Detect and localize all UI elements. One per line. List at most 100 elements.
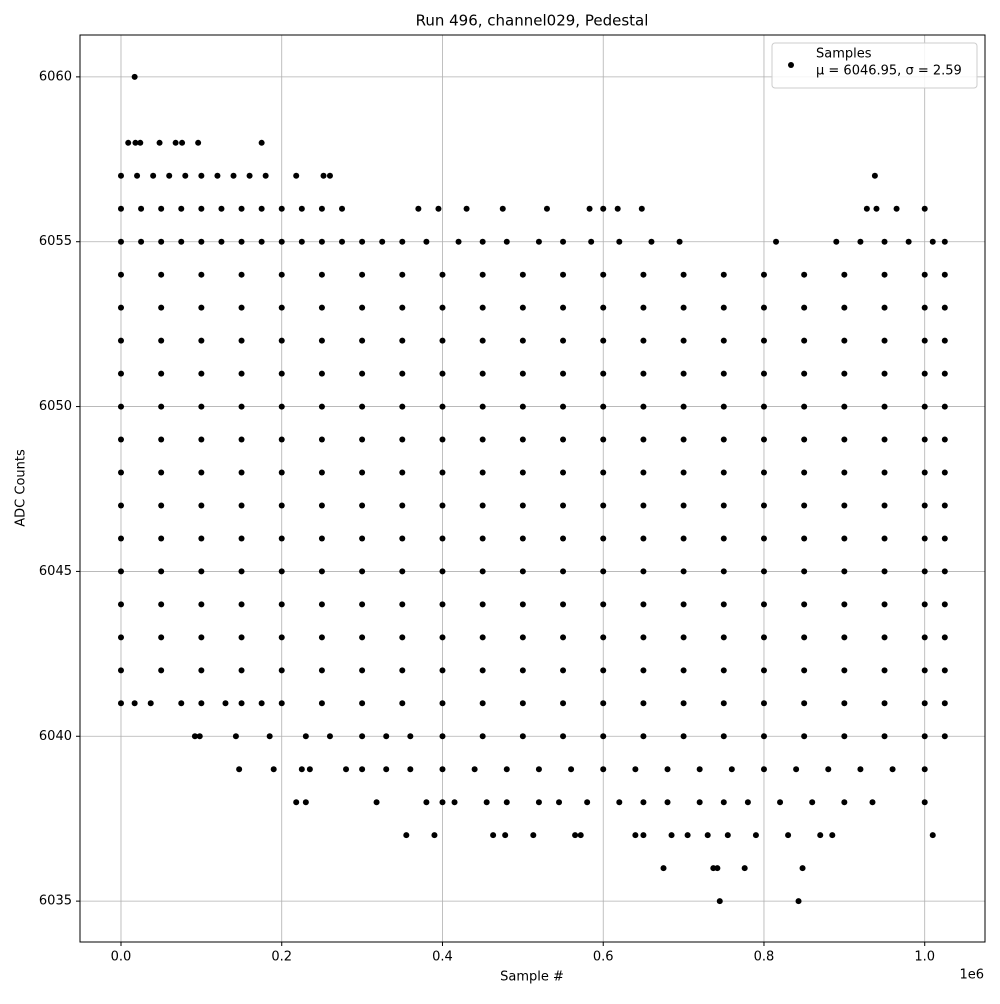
point xyxy=(379,238,386,245)
point xyxy=(921,799,928,806)
point xyxy=(359,733,366,740)
point xyxy=(117,403,124,410)
point xyxy=(760,733,767,740)
point xyxy=(560,469,567,476)
point xyxy=(479,238,486,245)
point xyxy=(760,436,767,443)
point xyxy=(318,205,325,212)
point xyxy=(439,799,446,806)
point xyxy=(760,667,767,674)
point xyxy=(720,535,727,542)
point xyxy=(600,535,607,542)
point xyxy=(893,205,900,212)
point xyxy=(339,205,346,212)
point xyxy=(479,436,486,443)
point xyxy=(760,601,767,608)
point xyxy=(720,337,727,344)
x-tick-label: 0.0 xyxy=(111,950,132,965)
point xyxy=(117,502,124,509)
point xyxy=(479,337,486,344)
point xyxy=(320,172,327,179)
point xyxy=(399,634,406,641)
point xyxy=(600,436,607,443)
point xyxy=(238,304,245,311)
point xyxy=(801,535,808,542)
point xyxy=(198,304,205,311)
x-tick-label: 0.6 xyxy=(593,950,614,965)
point xyxy=(158,601,165,608)
point xyxy=(196,733,203,740)
point xyxy=(439,601,446,608)
point xyxy=(640,733,647,740)
point xyxy=(680,370,687,377)
point xyxy=(158,535,165,542)
point xyxy=(293,799,300,806)
point xyxy=(801,403,808,410)
y-tick-label: 6040 xyxy=(39,729,72,744)
point xyxy=(535,766,542,773)
point xyxy=(600,667,607,674)
point xyxy=(238,238,245,245)
point xyxy=(298,238,305,245)
point xyxy=(519,271,526,278)
point xyxy=(278,568,285,575)
point xyxy=(760,766,767,773)
point xyxy=(560,502,567,509)
point xyxy=(158,568,165,575)
point xyxy=(720,469,727,476)
point xyxy=(306,766,313,773)
point xyxy=(318,436,325,443)
point xyxy=(873,205,880,212)
point xyxy=(560,370,567,377)
point xyxy=(863,205,870,212)
point xyxy=(921,535,928,542)
point xyxy=(238,370,245,377)
point xyxy=(530,832,537,839)
point xyxy=(929,832,936,839)
point xyxy=(298,205,305,212)
point xyxy=(137,139,144,146)
point xyxy=(158,337,165,344)
point xyxy=(680,469,687,476)
point xyxy=(760,403,767,410)
point xyxy=(439,700,446,707)
point xyxy=(676,238,683,245)
point xyxy=(179,139,186,146)
point xyxy=(399,238,406,245)
point xyxy=(600,568,607,575)
point xyxy=(640,667,647,674)
point xyxy=(668,832,675,839)
point xyxy=(278,667,285,674)
point xyxy=(680,271,687,278)
point xyxy=(841,667,848,674)
point xyxy=(869,799,876,806)
point xyxy=(246,172,253,179)
point xyxy=(147,700,154,707)
point xyxy=(640,832,647,839)
point xyxy=(158,271,165,278)
point xyxy=(881,634,888,641)
point xyxy=(439,733,446,740)
point xyxy=(195,139,202,146)
point xyxy=(222,700,229,707)
point xyxy=(881,238,888,245)
point xyxy=(857,238,864,245)
point xyxy=(680,733,687,740)
point xyxy=(560,436,567,443)
point xyxy=(258,139,265,146)
point xyxy=(463,205,470,212)
point xyxy=(399,502,406,509)
point xyxy=(881,370,888,377)
point xyxy=(600,370,607,377)
point xyxy=(801,733,808,740)
point xyxy=(158,469,165,476)
point xyxy=(399,535,406,542)
point xyxy=(359,436,366,443)
point xyxy=(439,304,446,311)
point xyxy=(519,700,526,707)
point xyxy=(640,568,647,575)
point xyxy=(479,469,486,476)
point xyxy=(881,502,888,509)
point xyxy=(266,733,273,740)
